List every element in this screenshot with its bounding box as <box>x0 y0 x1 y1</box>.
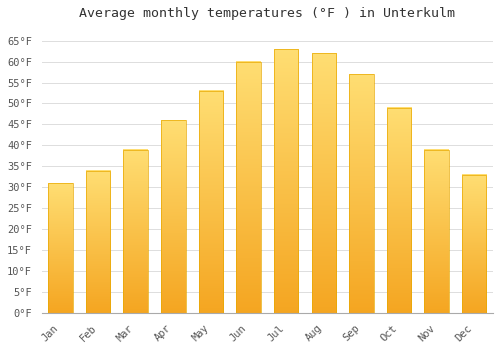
Bar <box>124 149 148 313</box>
Bar <box>161 120 186 313</box>
Title: Average monthly temperatures (°F ) in Unterkulm: Average monthly temperatures (°F ) in Un… <box>80 7 456 20</box>
Bar <box>48 183 72 313</box>
Bar <box>462 175 486 313</box>
Bar <box>387 108 411 313</box>
Bar <box>424 149 449 313</box>
Bar <box>312 53 336 313</box>
Bar <box>236 62 261 313</box>
Bar <box>274 49 298 313</box>
Bar <box>198 91 223 313</box>
Bar <box>86 170 110 313</box>
Bar <box>349 74 374 313</box>
